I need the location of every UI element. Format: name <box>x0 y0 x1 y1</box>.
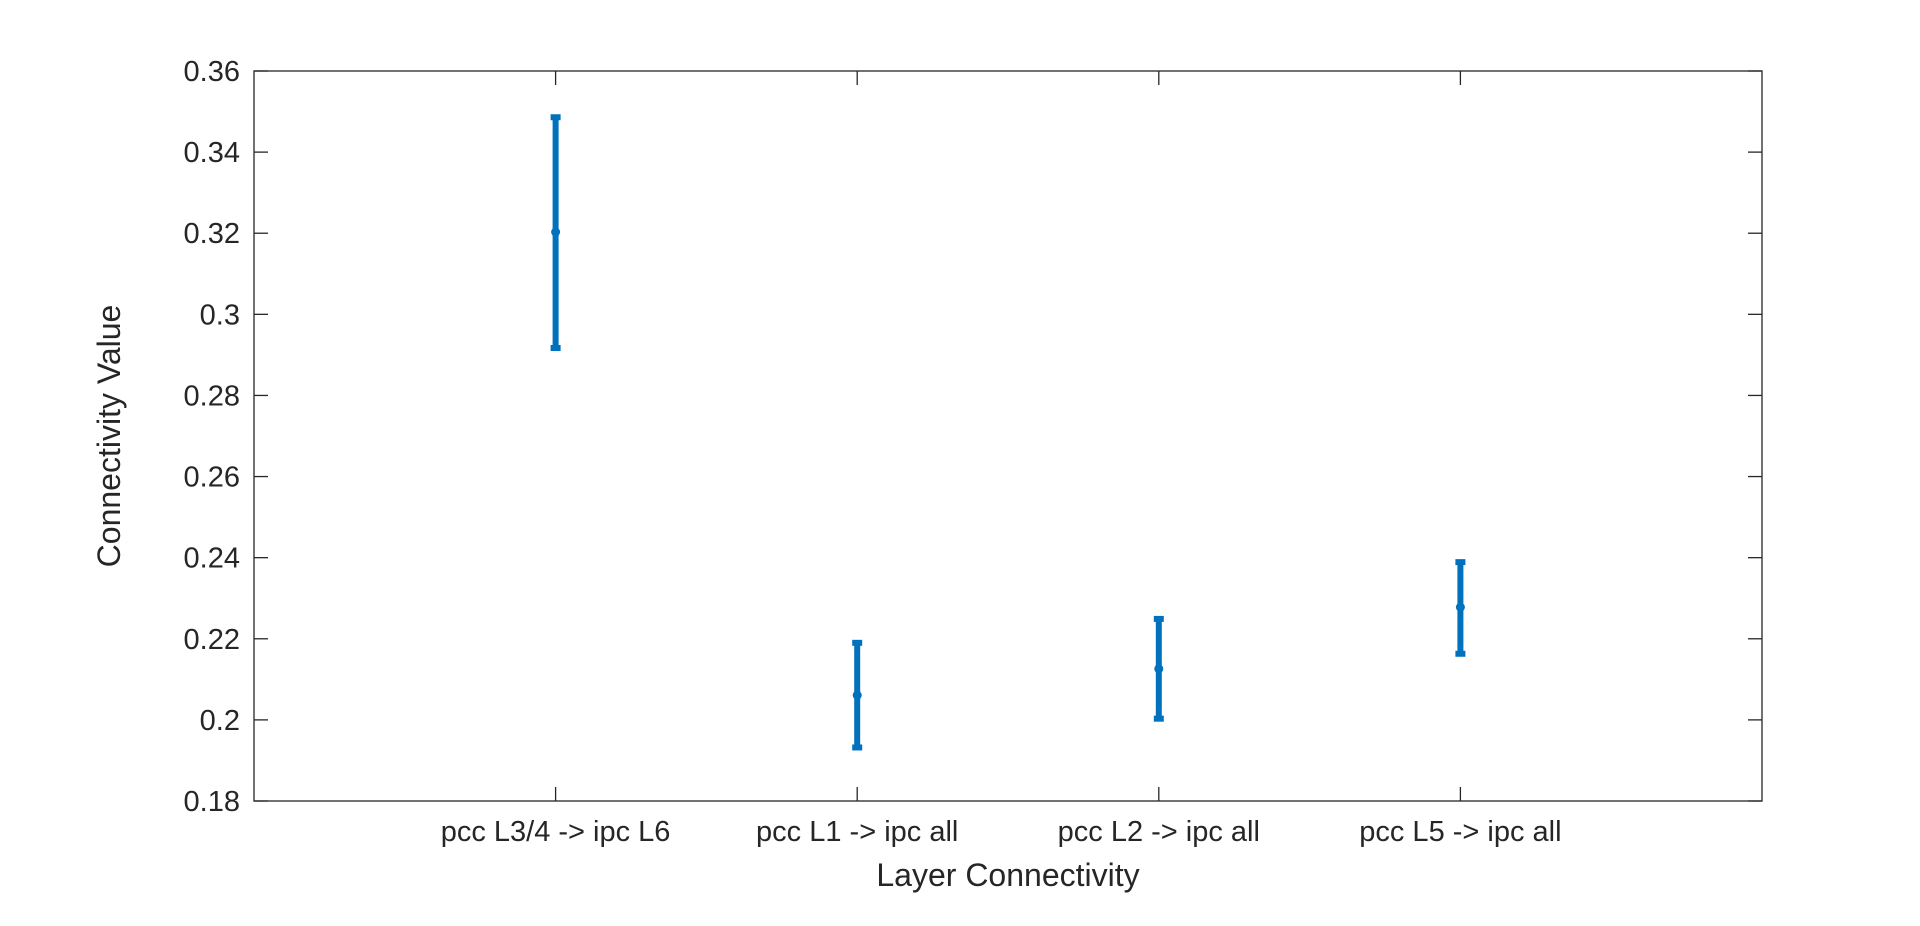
y-tick-label: 0.26 <box>184 462 240 494</box>
y-tick-label: 0.18 <box>184 786 240 818</box>
data-point <box>1154 664 1164 674</box>
y-tick-label: 0.22 <box>184 624 240 656</box>
y-tick-label: 0.24 <box>184 543 240 575</box>
y-tick-label: 0.2 <box>200 705 240 737</box>
y-tick-label: 0.36 <box>184 56 240 88</box>
y-tick-label: 0.34 <box>184 137 240 169</box>
data-point <box>852 690 862 700</box>
x-tick-label: pcc L5 -> ipc all <box>1359 816 1561 848</box>
plot-area <box>253 70 1763 802</box>
x-tick-label: pcc L2 -> ipc all <box>1058 816 1260 848</box>
x-tick-label: pcc L1 -> ipc all <box>756 816 958 848</box>
x-axis-title: Layer Connectivity <box>876 857 1139 893</box>
errorbar-series <box>550 114 1466 751</box>
x-tick-label: pcc L3/4 -> ipc L6 <box>441 816 671 848</box>
y-tick-labels: 0.18 0.2 0.22 0.24 0.26 0.28 0.3 0.32 0.34 0.36 <box>184 56 240 818</box>
y-tick-label: 0.3 <box>200 299 240 331</box>
y-axis-title: Connectivity Value <box>91 305 127 568</box>
x-tick-labels: pcc L3/4 -> ipc L6 pcc L1 -> ipc all pcc L… <box>441 816 1562 848</box>
data-point <box>551 227 561 237</box>
axis-ticks <box>254 70 1762 802</box>
y-tick-label: 0.32 <box>184 218 240 250</box>
data-point <box>1455 602 1465 612</box>
y-tick-label: 0.28 <box>184 380 240 412</box>
